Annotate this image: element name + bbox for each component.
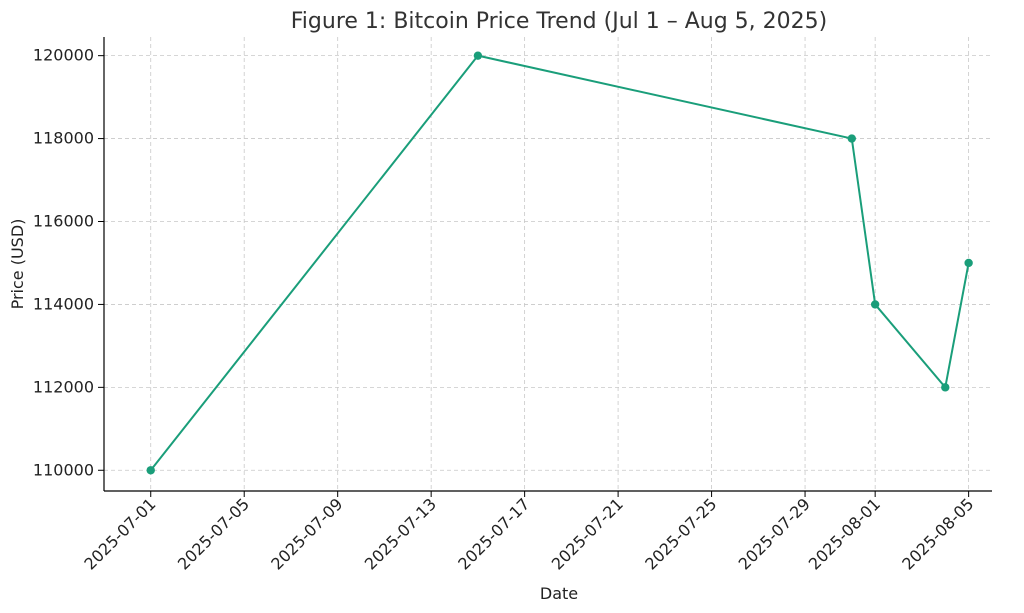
y-tick-label: 118000	[33, 129, 94, 148]
x-tick-label: 2025-08-01	[805, 494, 884, 573]
data-point	[146, 466, 155, 475]
x-tick-label: 2025-07-09	[267, 494, 346, 573]
data-point	[870, 300, 880, 309]
x-tick-label: 2025-07-01	[80, 494, 159, 573]
y-tick-label: 110000	[33, 460, 94, 479]
ticks: 2025-07-01 2025-07-05 2025-07-09 2025-07-13…	[33, 46, 978, 574]
x-tick-label: 2025-07-13	[361, 494, 440, 573]
x-tick-label: 2025-07-17	[454, 494, 533, 573]
x-tick-label: 2025-07-29	[735, 494, 814, 573]
x-tick-label: 2025-07-05	[174, 494, 253, 573]
x-axis-label: Date	[540, 584, 578, 603]
y-tick-label: 120000	[33, 46, 94, 65]
chart-title: Figure 1: Bitcoin Price Trend (Jul 1 – A…	[291, 9, 827, 34]
y-tick-label: 114000	[33, 294, 94, 313]
data-point	[473, 51, 483, 60]
x-tick-label: 2025-07-25	[641, 494, 720, 573]
y-axis-label: Price (USD)	[8, 219, 27, 310]
x-tick-label: 2025-08-05	[898, 494, 977, 573]
series-line	[149, 54, 970, 471]
y-tick-label: 112000	[33, 377, 94, 396]
grid	[104, 37, 992, 491]
series	[146, 51, 973, 475]
y-tick-label: 116000	[33, 212, 94, 231]
data-point	[964, 258, 973, 268]
x-tick-label: 2025-07-21	[548, 494, 627, 573]
data-point	[847, 134, 856, 143]
axes	[103, 37, 992, 492]
data-point	[941, 383, 950, 392]
